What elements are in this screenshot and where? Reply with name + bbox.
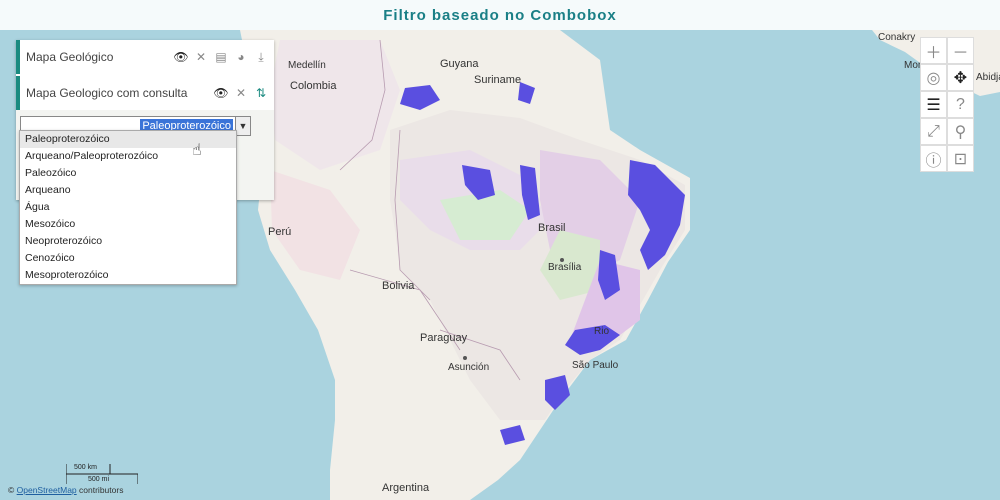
- label-sao-paulo: São Paulo: [572, 360, 619, 371]
- search-icon[interactable]: ⚲: [947, 118, 974, 145]
- label-guyana: Guyana: [440, 58, 479, 70]
- city-dot-brasilia: [560, 258, 564, 262]
- label-peru: Perú: [268, 226, 292, 238]
- label-suriname: Suriname: [474, 74, 522, 86]
- label-rio: Rio: [594, 326, 610, 337]
- country-borders: [339, 39, 521, 381]
- city-dot-asuncion: [463, 356, 467, 360]
- palette-icon[interactable]: ◕: [237, 50, 245, 64]
- eye-icon[interactable]: 👁: [213, 86, 229, 100]
- label-abidja: Abidja: [976, 72, 1000, 83]
- label-paraguay: Paraguay: [420, 332, 468, 344]
- eye-icon[interactable]: ◎: [920, 64, 947, 91]
- geo-green-center: [540, 230, 600, 300]
- dropdown-option[interactable]: Água: [25, 201, 50, 213]
- download-icon[interactable]: ⤓: [258, 49, 264, 64]
- page-title: Filtro baseado no Combobox: [0, 0, 1000, 30]
- combobox-selected-value: Paleoproterozóico: [140, 119, 233, 133]
- dropdown-option[interactable]: Cenozóico: [25, 252, 75, 264]
- zoom-out-icon[interactable]: －: [947, 37, 974, 64]
- map-attribution: © OpenStreetMap contributors: [8, 485, 123, 495]
- label-brasil: Brasil: [538, 222, 566, 234]
- layer-row-mapa-geologico[interactable]: Mapa Geológico 👁 ✕ ▤ ◕ ⤓: [16, 40, 274, 74]
- query-icon[interactable]: ⊡: [947, 145, 974, 172]
- scale-mi-label: 500 mi: [88, 476, 110, 483]
- attribution-suffix: contributors: [79, 485, 124, 495]
- label-bolivia: Bolivia: [382, 280, 415, 292]
- label-conakry: Conakry: [878, 32, 916, 43]
- layer-name: Mapa Geológico: [26, 50, 114, 64]
- dropdown-option[interactable]: Paleoproterozóico: [20, 131, 236, 148]
- dropdown-option[interactable]: Mesoproterozóico: [25, 269, 109, 281]
- layer-name: Mapa Geologico com consulta: [26, 86, 188, 100]
- fullscreen-icon[interactable]: ⤢: [920, 118, 947, 145]
- dropdown-option[interactable]: Arqueano/Paleoproterozóico: [25, 150, 159, 162]
- map-toolbar: ＋ － ◎ ✥ ☰ ? ⤢ ⚲ ⓘ ⊡: [920, 37, 976, 172]
- help-icon[interactable]: ?: [947, 91, 974, 118]
- zoom-in-icon[interactable]: ＋: [920, 37, 947, 64]
- eye-icon[interactable]: 👁: [173, 50, 189, 64]
- attribution-prefix: ©: [8, 485, 15, 495]
- geo-pink-peru: [270, 170, 360, 280]
- geo-green-amazon: [440, 190, 530, 240]
- dropdown-option[interactable]: Arqueano: [25, 184, 71, 196]
- pointer-cursor-icon: ☝: [192, 142, 202, 159]
- filter-dropdown-list: Paleoproterozóico Arqueano/Paleoproteroz…: [19, 130, 237, 285]
- scale-bar: 500 km 500 mi: [66, 462, 138, 488]
- scale-km-label: 500 km: [74, 464, 97, 471]
- close-icon[interactable]: ✕: [195, 50, 207, 64]
- label-argentina: Argentina: [382, 482, 430, 494]
- label-asuncion: Asunción: [448, 362, 490, 373]
- label-colombia: Colombia: [290, 80, 337, 92]
- filter-sort-icon[interactable]: ⇅: [255, 86, 267, 100]
- legend-icon[interactable]: ☰: [920, 91, 947, 118]
- document-icon[interactable]: ▤: [215, 50, 227, 64]
- close-icon[interactable]: ✕: [235, 86, 247, 100]
- attribution-link[interactable]: OpenStreetMap: [16, 485, 77, 495]
- dropdown-option[interactable]: Mesozóico: [25, 218, 76, 230]
- label-brasilia: Brasília: [548, 262, 582, 273]
- info-icon[interactable]: ⓘ: [920, 145, 947, 172]
- label-medellin: Medellín: [288, 60, 326, 71]
- pan-icon[interactable]: ✥: [947, 64, 974, 91]
- dropdown-option[interactable]: Neoproterozóico: [25, 235, 103, 247]
- geo-pink-southeast: [570, 260, 640, 350]
- chevron-down-icon[interactable]: ▼: [235, 116, 251, 136]
- layer-row-mapa-geologico-consulta[interactable]: Mapa Geologico com consulta 👁 ✕ ⇅: [16, 76, 274, 110]
- paleoproterozoic-polygons: [400, 82, 685, 445]
- dropdown-option[interactable]: Paleozóico: [25, 167, 77, 179]
- colombia-region: [270, 40, 400, 170]
